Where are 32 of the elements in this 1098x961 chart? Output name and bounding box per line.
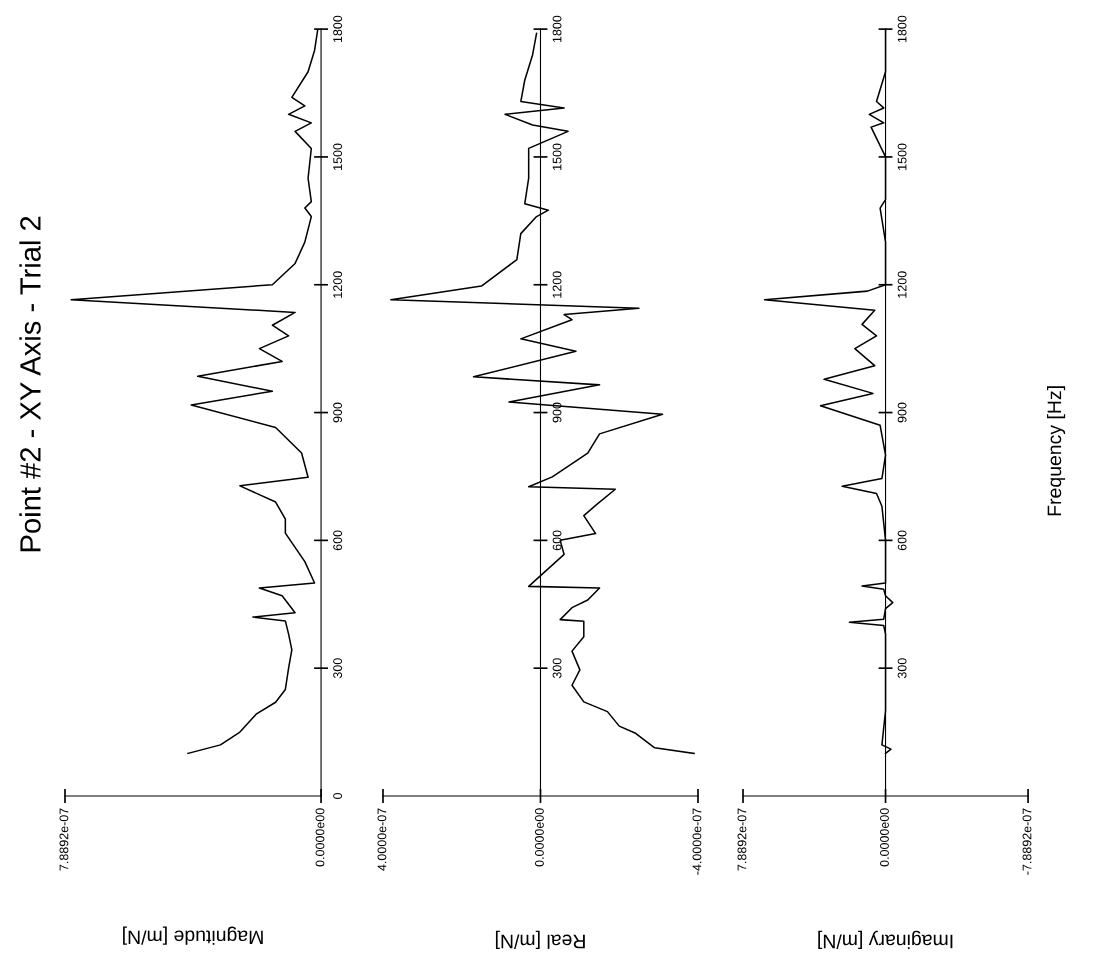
- x-tick-label: 0.0000e00: [534, 808, 544, 867]
- x-tick-label: 7.8892e-07: [737, 808, 747, 871]
- x-tick-label: 0.0000e00: [880, 808, 889, 867]
- y-tick-label: 1500: [333, 143, 343, 170]
- x-tick-label: -7.8892e-07: [1022, 808, 1032, 875]
- y-tick-label: 1200: [552, 271, 562, 298]
- y-tick-label: 1800: [333, 15, 343, 43]
- y-tick-label: 900: [552, 402, 562, 423]
- y-tick-label: 600: [552, 530, 562, 551]
- y-tick-label: 900: [897, 402, 907, 423]
- y-tick-label: 1200: [333, 271, 343, 298]
- x-tick-label: 0.0000e00: [315, 808, 325, 867]
- y-tick-label: 1800: [552, 15, 562, 43]
- y-tick-label: 1500: [897, 143, 907, 170]
- text: Point #2 - XY Axis - Trial 2: [19, 216, 41, 552]
- x-axis-title: Magnitude [m/N]: [123, 926, 263, 945]
- x-tick-label: -4.0000e-07: [692, 808, 702, 875]
- y-tick-label: 300: [552, 658, 562, 679]
- y-axis-title: Frequency [Hz]: [1046, 386, 1066, 516]
- y-tick-label: 0: [333, 793, 343, 799]
- x-tick-label: 4.0000e-07: [377, 808, 387, 871]
- y-tick-label: 300: [897, 658, 907, 679]
- y-tick-label: 300: [333, 658, 343, 679]
- y-tick-label: 1200: [897, 271, 907, 298]
- y-tick-label: 1800: [897, 15, 907, 43]
- y-tick-label: 600: [333, 530, 343, 551]
- x-axis-title: Imaginary [m/N]: [818, 930, 953, 949]
- x-axis-title: Real [m/N]: [495, 930, 585, 949]
- y-tick-label: 900: [333, 402, 343, 423]
- y-tick-label: 1500: [552, 143, 562, 170]
- y-tick-label: 600: [897, 530, 907, 551]
- x-tick-label: 7.8892e-07: [59, 808, 69, 871]
